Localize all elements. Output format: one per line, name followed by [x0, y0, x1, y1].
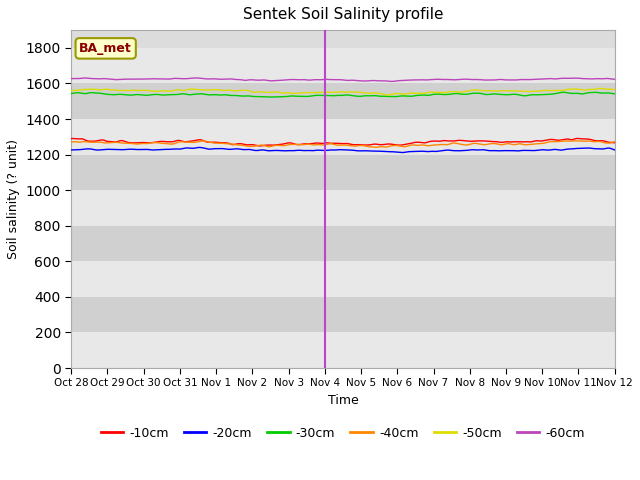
-50cm — [244, 88, 252, 94]
-40cm — [244, 144, 252, 149]
Line: -20cm: -20cm — [71, 147, 614, 153]
Title: Sentek Soil Salinity profile: Sentek Soil Salinity profile — [243, 7, 443, 22]
-60cm — [611, 76, 618, 82]
-10cm — [244, 142, 252, 148]
Bar — [71, 333, 614, 368]
Line: -50cm: -50cm — [71, 88, 614, 95]
-10cm — [611, 140, 618, 145]
-10cm — [132, 140, 140, 146]
-50cm — [464, 88, 472, 94]
-50cm — [282, 90, 290, 96]
Bar — [71, 84, 614, 119]
-20cm — [195, 144, 203, 150]
-30cm — [67, 91, 75, 96]
-40cm — [464, 142, 472, 148]
-10cm — [67, 136, 75, 142]
-10cm — [464, 138, 472, 144]
Line: -30cm: -30cm — [71, 92, 614, 97]
-40cm — [67, 139, 75, 145]
Text: BA_met: BA_met — [79, 42, 132, 55]
-40cm — [282, 143, 290, 148]
-30cm — [461, 91, 468, 97]
-10cm — [411, 140, 419, 145]
-50cm — [411, 90, 419, 96]
Bar — [71, 261, 614, 297]
Line: -60cm: -60cm — [71, 78, 614, 82]
-10cm — [573, 135, 580, 141]
Bar — [71, 155, 614, 190]
-10cm — [257, 143, 264, 149]
-30cm — [132, 92, 140, 97]
-40cm — [372, 144, 380, 150]
Y-axis label: Soil salinity (? unit): Soil salinity (? unit) — [7, 139, 20, 259]
-40cm — [132, 141, 140, 147]
-40cm — [461, 142, 468, 148]
-30cm — [559, 89, 567, 95]
-60cm — [462, 76, 470, 82]
-20cm — [132, 147, 140, 153]
-30cm — [244, 93, 252, 99]
-50cm — [67, 87, 75, 93]
Line: -40cm: -40cm — [71, 141, 614, 147]
Bar — [71, 119, 614, 155]
-20cm — [246, 146, 253, 152]
-50cm — [611, 86, 618, 92]
-60cm — [67, 76, 75, 82]
-50cm — [132, 88, 140, 94]
-60cm — [284, 77, 292, 83]
-20cm — [465, 147, 473, 153]
-60cm — [246, 77, 253, 83]
X-axis label: Time: Time — [328, 394, 358, 407]
-30cm — [266, 94, 274, 100]
-60cm — [465, 76, 473, 82]
-10cm — [284, 140, 292, 146]
-30cm — [611, 91, 618, 97]
-60cm — [412, 77, 420, 83]
-60cm — [132, 76, 140, 82]
Bar — [71, 226, 614, 261]
Line: -10cm: -10cm — [71, 138, 614, 146]
-60cm — [389, 79, 397, 84]
-30cm — [411, 93, 419, 99]
Legend: -10cm, -20cm, -30cm, -40cm, -50cm, -60cm: -10cm, -20cm, -30cm, -40cm, -50cm, -60cm — [95, 421, 590, 444]
-20cm — [67, 147, 75, 153]
-60cm — [191, 75, 199, 81]
-30cm — [464, 91, 472, 97]
-40cm — [611, 139, 618, 144]
-20cm — [611, 147, 618, 153]
-20cm — [462, 147, 470, 153]
-20cm — [398, 150, 406, 156]
Bar — [71, 48, 614, 84]
Bar — [71, 297, 614, 333]
Bar — [71, 190, 614, 226]
-20cm — [412, 148, 420, 154]
-40cm — [411, 142, 419, 148]
-50cm — [596, 85, 604, 91]
-10cm — [461, 138, 468, 144]
-20cm — [284, 148, 292, 154]
-40cm — [572, 138, 579, 144]
-50cm — [461, 89, 468, 95]
-30cm — [284, 94, 292, 99]
-50cm — [383, 92, 391, 98]
